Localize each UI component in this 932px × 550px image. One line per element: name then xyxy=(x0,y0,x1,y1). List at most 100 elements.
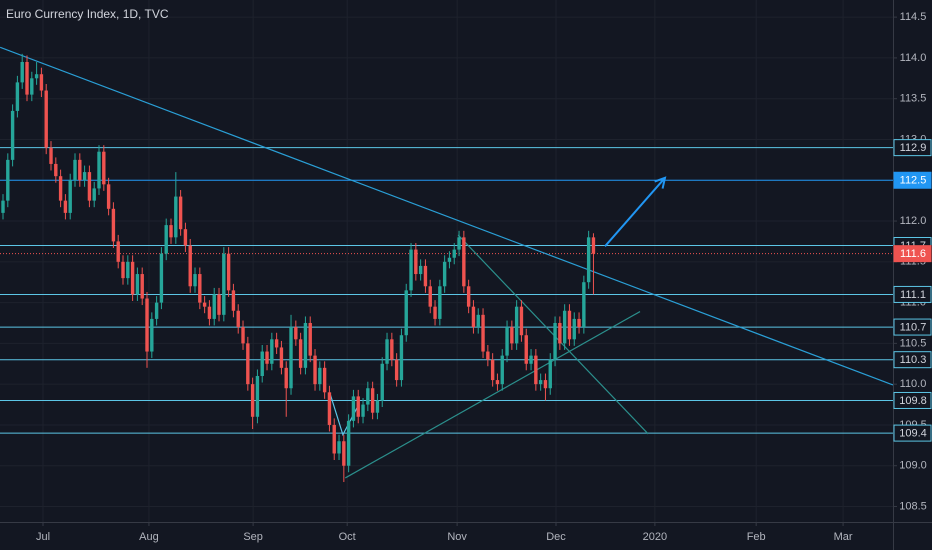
candle-body xyxy=(202,302,207,307)
candle-body xyxy=(519,306,524,336)
candle-body xyxy=(572,318,576,340)
candle-body xyxy=(10,110,15,160)
candle-body xyxy=(63,200,68,213)
candle-body xyxy=(1,200,5,213)
candle-body xyxy=(505,327,509,356)
chart-title: Euro Currency Index, 1D, TVC xyxy=(6,7,169,21)
price-tag xyxy=(893,245,932,263)
candle-body xyxy=(298,339,303,368)
x-tick-label: Dec xyxy=(546,531,566,543)
x-tick-label: Sep xyxy=(243,531,263,543)
candle-body xyxy=(591,237,596,254)
candle-body xyxy=(97,151,101,189)
candle-body xyxy=(20,61,24,83)
candle-body xyxy=(212,294,216,319)
candle-body xyxy=(150,318,154,352)
candle-body xyxy=(394,359,399,381)
candle-body xyxy=(510,327,514,344)
candle-body xyxy=(111,208,116,242)
candle-body xyxy=(337,441,341,454)
candle-body xyxy=(58,176,63,201)
candle-body xyxy=(356,396,360,417)
candle-body xyxy=(289,327,293,389)
candle-body xyxy=(404,290,408,336)
candle-body xyxy=(246,343,250,385)
candle-body xyxy=(495,380,500,385)
candle-body xyxy=(586,237,591,283)
candle-body xyxy=(457,237,461,250)
candle-body xyxy=(452,249,456,258)
candle-body xyxy=(188,245,192,287)
trend-line xyxy=(457,234,649,435)
candle-body xyxy=(236,310,240,328)
candle-body xyxy=(327,392,332,425)
candle-body xyxy=(548,359,552,389)
y-tick-label: 112.0 xyxy=(900,215,927,227)
x-tick-label: Nov xyxy=(447,531,467,543)
candle-body xyxy=(538,380,543,385)
price-tag xyxy=(893,351,932,369)
candle-body xyxy=(193,274,197,287)
candle-body xyxy=(183,229,188,246)
candle-body xyxy=(442,261,447,287)
candle-body xyxy=(370,388,375,413)
candle-body xyxy=(255,376,260,417)
candle-body xyxy=(524,335,528,364)
candle-body xyxy=(500,355,504,385)
candle-body xyxy=(174,196,178,238)
x-tick-label: Mar xyxy=(834,531,853,543)
candle-body xyxy=(217,294,221,315)
price-tag xyxy=(893,171,932,189)
candle-body xyxy=(121,261,125,279)
candle-body xyxy=(102,151,106,185)
candle-body xyxy=(126,261,130,279)
x-tick-label: Oct xyxy=(339,531,356,543)
y-tick-label: 108.5 xyxy=(899,500,927,512)
candle-body xyxy=(39,74,44,91)
candle-body xyxy=(375,400,380,413)
candle-body xyxy=(313,355,317,385)
price-tag xyxy=(893,318,932,336)
x-tick-label: Jul xyxy=(36,531,50,543)
candle-body xyxy=(462,237,466,287)
candle-body xyxy=(78,159,82,181)
price-tag-label: 112.9 xyxy=(900,142,927,154)
candle-body xyxy=(260,351,264,377)
candle-body xyxy=(380,363,384,401)
candle-body xyxy=(140,274,144,299)
y-tick-label: 110.5 xyxy=(900,337,927,349)
candle-body xyxy=(270,339,274,364)
candle-body xyxy=(399,335,404,381)
candle-body xyxy=(222,253,226,315)
candle-body xyxy=(241,327,245,344)
x-tick-label: 2020 xyxy=(643,531,667,543)
candle-body xyxy=(30,78,34,95)
candle-body xyxy=(226,253,231,291)
candle-body xyxy=(87,172,92,201)
candle-body xyxy=(514,306,519,344)
candle-body xyxy=(207,306,212,319)
candle-body xyxy=(169,225,173,238)
candle-body xyxy=(346,420,351,466)
candle-body xyxy=(390,339,394,360)
candle-body xyxy=(476,314,480,328)
price-tag-label: 110.3 xyxy=(900,354,927,366)
candle-body xyxy=(231,290,236,311)
trend-line xyxy=(0,46,894,386)
candle-body xyxy=(279,347,284,368)
candle-body xyxy=(154,302,159,319)
candle-body xyxy=(433,306,437,319)
y-axis-panel xyxy=(893,0,932,550)
candle-body xyxy=(567,310,572,340)
candle-body xyxy=(471,306,476,328)
x-tick-label: Feb xyxy=(747,531,766,543)
candle-body xyxy=(49,147,53,164)
candle-body xyxy=(562,310,567,344)
price-tag xyxy=(893,424,932,442)
candle-body xyxy=(428,286,432,307)
candle-body xyxy=(135,274,140,295)
candle-body xyxy=(553,322,557,360)
price-tag-label: 111.6 xyxy=(900,248,926,260)
candle-body xyxy=(558,322,562,344)
